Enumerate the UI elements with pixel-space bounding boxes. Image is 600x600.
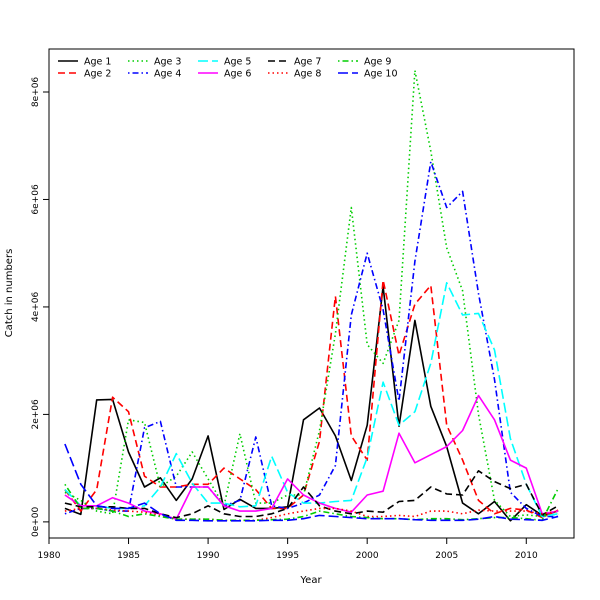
x-axis-title: Year [299,575,322,586]
series-line-age-1 [64,285,559,522]
series-line-age-9 [64,483,559,522]
data-layer [64,69,559,522]
legend-label-age-8: Age 8 [294,69,321,80]
y-tick-label: 4e+06 [31,292,41,323]
y-axis: 0e+00 2e+06 4e+06 6e+06 8e+06 [31,77,49,537]
legend-label-age-6: Age 6 [224,69,251,80]
x-tick-label: 1980 [38,551,61,561]
legend-label-age-9: Age 9 [364,57,391,68]
legend-label-age-2: Age 2 [84,69,111,80]
x-tick-label: 2010 [515,551,538,561]
series-line-age-5 [64,281,559,518]
y-tick-label: 2e+06 [31,399,41,430]
series-line-age-4 [64,161,559,518]
y-tick-label: 6e+06 [31,184,41,215]
legend-label-age-5: Age 5 [224,57,251,68]
y-tick-label: 8e+06 [31,77,41,108]
series-line-age-7 [64,469,559,519]
legend-label-age-3: Age 3 [154,57,181,68]
series-line-age-10 [64,443,559,522]
legend-label-age-10: Age 10 [364,69,397,80]
series-line-age-2 [64,279,559,519]
legend-label-age-4: Age 4 [154,69,181,80]
x-axis: 1980 1985 1990 1995 2000 2005 2010 [38,538,538,561]
series-line-age-3 [64,69,559,518]
x-tick-label: 2005 [435,551,458,561]
plot-area [48,48,575,539]
x-tick-label: 1995 [276,551,299,561]
y-axis-title: Catch in numbers [4,249,15,338]
x-tick-label: 2000 [356,551,379,561]
legend-label-age-1: Age 1 [84,57,111,68]
y-tick-label: 0e+00 [31,506,41,537]
x-tick-label: 1990 [197,551,220,561]
legend-label-age-7: Age 7 [294,57,321,68]
series-line-age-8 [64,507,559,522]
series-line-age-6 [64,394,559,521]
x-tick-label: 1985 [117,551,140,561]
